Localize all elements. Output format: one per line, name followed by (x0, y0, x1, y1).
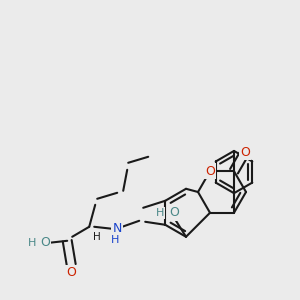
Text: H: H (93, 232, 101, 242)
Text: N: N (112, 222, 122, 235)
Text: H: H (28, 238, 36, 248)
Text: H: H (111, 235, 119, 245)
Text: O: O (205, 165, 215, 178)
Text: O: O (66, 266, 76, 279)
Text: O: O (240, 146, 250, 159)
Text: H: H (156, 208, 164, 218)
Text: O: O (40, 236, 50, 249)
Text: O: O (169, 206, 179, 219)
